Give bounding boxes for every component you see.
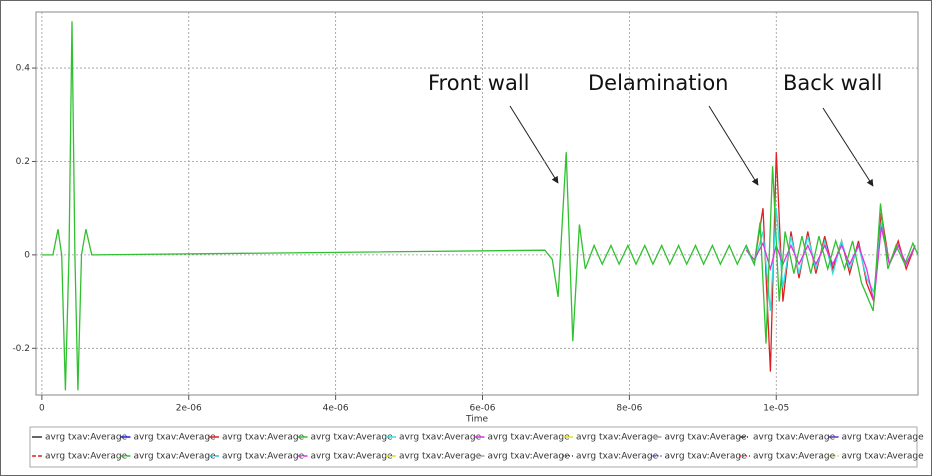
x-axis-label: Time <box>465 415 488 425</box>
legend-label: avrg txav:Average <box>134 452 217 462</box>
legend-label: avrg txav:Average <box>399 433 482 443</box>
legend-label: avrg txav:Average <box>399 452 482 462</box>
x-tick-label: 4e-06 <box>323 404 349 414</box>
y-tick-label: 0 <box>24 250 30 260</box>
y-tick-label: 0.4 <box>16 64 31 74</box>
legend-label: avrg txav:Average <box>842 452 925 462</box>
x-tick-label: 0 <box>39 404 45 414</box>
legend-label: avrg txav:Average <box>753 452 836 462</box>
legend-label: avrg txav:Average <box>488 433 571 443</box>
arrow <box>822 107 874 187</box>
legend-label: avrg txav:Average <box>134 433 217 443</box>
annotation: Back wall <box>783 71 882 95</box>
legend-label: avrg txav:Average <box>311 433 394 443</box>
legend-label: avrg txav:Average <box>45 433 128 443</box>
legend-label: avrg txav:Average <box>665 452 748 462</box>
arrow <box>708 105 759 186</box>
annotation: Front wall <box>428 71 530 95</box>
x-tick-label: 2e-06 <box>176 404 202 414</box>
legend-label: avrg txav:Average <box>576 433 659 443</box>
y-tick-label: -0.2 <box>12 344 30 354</box>
legend-label: avrg txav:Average <box>311 452 394 462</box>
x-tick-label: 8e-06 <box>616 404 642 414</box>
y-tick-label: 0.2 <box>16 157 30 167</box>
legend-label: avrg txav:Average <box>45 452 128 462</box>
annotation: Delamination <box>588 71 729 95</box>
plot-area <box>35 11 919 396</box>
legend-box <box>29 426 918 468</box>
x-tick-label: 1e-05 <box>763 404 789 414</box>
legend-label: avrg txav:Average <box>842 433 925 443</box>
arrow <box>509 105 559 184</box>
x-tick-label: 6e-06 <box>470 404 496 414</box>
legend-label: avrg txav:Average <box>488 452 571 462</box>
legend-label: avrg txav:Average <box>222 452 305 462</box>
legend-label: avrg txav:Average <box>576 452 659 462</box>
legend-label: avrg txav:Average <box>222 433 305 443</box>
series-line <box>41 21 919 391</box>
legend-label: avrg txav:Average <box>753 433 836 443</box>
legend-label: avrg txav:Average <box>665 433 748 443</box>
